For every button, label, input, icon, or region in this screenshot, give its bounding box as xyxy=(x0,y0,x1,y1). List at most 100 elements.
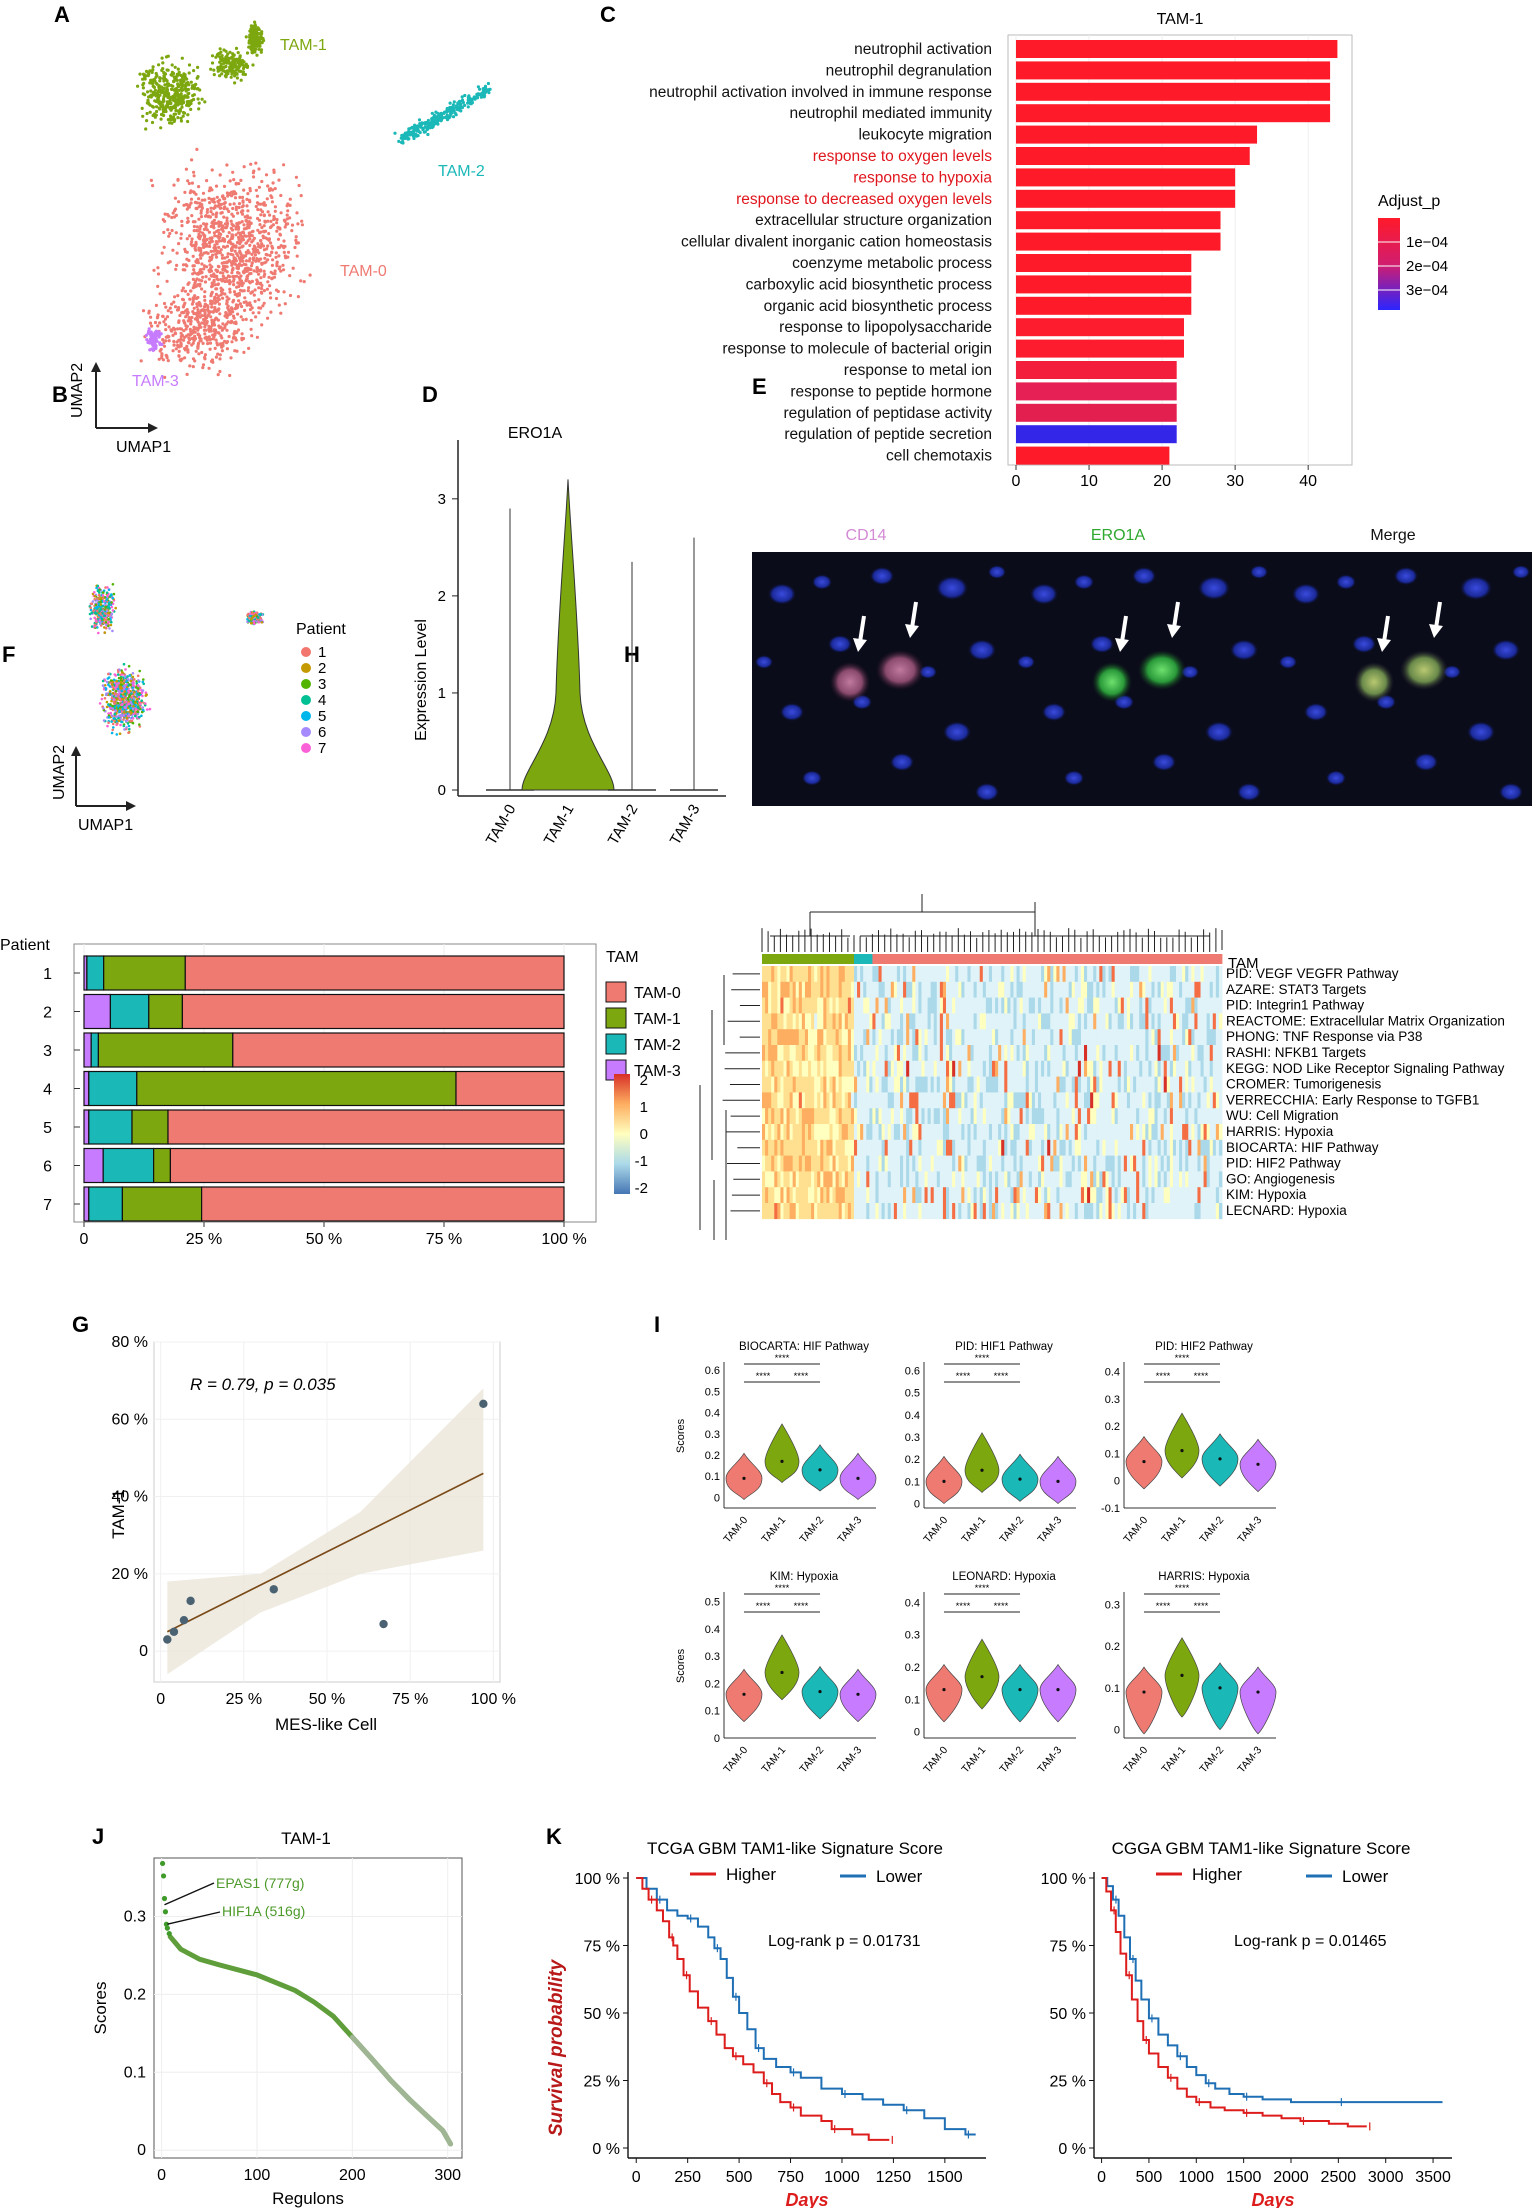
legend-dot-patient-6 xyxy=(301,727,311,737)
km-y-tick-label: 0 % xyxy=(1058,2141,1086,2158)
stacked-bar-tam-3 xyxy=(83,1186,90,1222)
panel-h-column-dendrogram xyxy=(761,894,1223,952)
stacked-bar-tam-2 xyxy=(88,1070,138,1107)
significance-label: **** xyxy=(756,1601,771,1612)
violin-plot-title: PID: HIF2 Pathway xyxy=(1155,1341,1253,1353)
panel-b-axis-y: UMAP2 xyxy=(51,745,68,800)
violin-plot-x-tick-label: TAM-2 xyxy=(997,1514,1026,1545)
if-nucleus xyxy=(1326,770,1346,786)
legend-dot-patient-7 xyxy=(301,743,311,753)
violin-median-dot xyxy=(980,1468,984,1472)
violin-plot-x-tick-label: TAM-3 xyxy=(1235,1744,1264,1775)
significance-label: **** xyxy=(794,1601,809,1612)
km-y-tick-label: 75 % xyxy=(1050,1939,1086,1956)
panel-j-y-tick-label: 0 xyxy=(137,2142,146,2159)
panel-c-category-label: coenzyme metabolic process xyxy=(792,255,992,272)
km-curve-lower xyxy=(1101,1877,1443,2104)
panel-d-violin: ERO1A 0 1 2 3 TAM-0 TAM-1 TAM-2 TAM-3 Expressi… xyxy=(413,425,726,848)
panel-c-x-tick-label: 30 xyxy=(1226,473,1244,490)
panel-h-colorbar xyxy=(614,1074,630,1194)
panel-c-bar xyxy=(1016,254,1192,272)
km-y-tick-label: 100 % xyxy=(575,1871,620,1888)
violin-plot-y-tick-label: 0.6 xyxy=(905,1365,920,1377)
violin-plot-x-tick-label: TAM-0 xyxy=(921,1744,950,1775)
violin-plot-y-tick-label: 0 xyxy=(1114,1476,1120,1488)
violin-plot-y-tick-label: 0.4 xyxy=(905,1597,920,1609)
if-nucleus xyxy=(1336,574,1356,590)
if-nucleus xyxy=(1292,583,1320,605)
significance-label: **** xyxy=(794,1371,809,1382)
violin-plot-5: LEONARD: Hypoxia 0 0.1 0.2 0.3 0.4 TAM-0 TAM-1 T… xyxy=(905,1571,1077,1775)
km-curve-higher xyxy=(636,1877,890,2141)
panel-j-x-tick-label: 100 xyxy=(244,2167,271,2184)
panel-g-y-tick-label: 40 % xyxy=(112,1489,148,1506)
if-arrow xyxy=(858,615,866,643)
panel-g-xlabel: MES-like Cell xyxy=(275,1715,377,1734)
panel-h-colorbar-tick-label: -1 xyxy=(635,1153,648,1170)
violin-plot-y-tick-label: 0.3 xyxy=(705,1429,720,1441)
panel-c-legend-tick-label: 2e−04 xyxy=(1406,258,1448,275)
stacked-bar-tam-2 xyxy=(102,1147,155,1184)
panel-f-bars xyxy=(83,955,565,1222)
km-y-tick-label: 50 % xyxy=(584,2006,620,2023)
legend-dot-patient-5 xyxy=(301,711,311,721)
panel-label-g: G xyxy=(72,1312,89,1337)
panel-g-plot-content: 0 20 % 40 % 60 % 80 % 0 25 % 50 % 75 % 100 % xyxy=(112,1334,517,1708)
panel-c-bar xyxy=(1016,232,1221,251)
stacked-bar-tam-0 xyxy=(184,955,565,991)
panel-g-point xyxy=(179,1615,189,1625)
legend-dot-patient-3 xyxy=(301,679,311,689)
stacked-bar-tam-2 xyxy=(86,955,105,991)
km-y-tick-label: 100 % xyxy=(1041,1871,1086,1888)
panel-h-tam-annotation xyxy=(762,954,1223,964)
if-nucleus xyxy=(1132,567,1156,585)
panel-j-annotation-epas1: EPAS1 (777g) xyxy=(216,1875,304,1891)
legend-label-tam-2: TAM-2 xyxy=(634,1037,681,1054)
violin-plot-y-tick-label: 0 xyxy=(714,1733,720,1745)
km-xlabel: Days xyxy=(1251,2190,1294,2208)
violin-plot-ylabel: Scores xyxy=(675,1418,687,1453)
stacked-bar-tam-2 xyxy=(88,1186,124,1222)
if-nucleus xyxy=(1198,576,1230,600)
panel-d-y-ticks: 0 1 2 3 xyxy=(438,491,458,799)
panel-c-bar xyxy=(1016,211,1221,230)
violin-plot-x-tick-label: TAM-0 xyxy=(921,1514,950,1545)
panel-label-j: J xyxy=(92,1824,104,1849)
if-nucleus xyxy=(1512,565,1530,579)
panel-d-y-tick-label: 1 xyxy=(438,685,446,702)
panel-c-legend-tick-label: 3e−04 xyxy=(1406,282,1448,299)
violin-plot-x-tick-label: TAM-2 xyxy=(997,1744,1026,1775)
if-nucleus xyxy=(1074,574,1094,590)
panel-j-point xyxy=(159,1860,166,1867)
if-nucleus xyxy=(802,770,822,786)
if-nucleus xyxy=(1352,635,1376,653)
panel-c-bar xyxy=(1016,403,1177,422)
panel-b-legend-title: Patient xyxy=(296,621,346,638)
violin-plot-x-tick-label: TAM-3 xyxy=(1035,1514,1064,1545)
panel-label-c: C xyxy=(600,2,616,27)
violin-tam-0 xyxy=(1125,1666,1163,1735)
if-nucleus xyxy=(936,576,968,600)
panel-e-immunofluorescence: CD14 ERO1A Merge xyxy=(752,527,1532,806)
violin-plot-y-tick-label: 0.5 xyxy=(705,1386,720,1398)
panel-c-category-label: neutrophil activation xyxy=(854,41,992,58)
if-nucleus xyxy=(1152,753,1176,771)
violin-plot-x-tick-label: TAM-1 xyxy=(959,1744,988,1775)
panel-h-row-label: REACTOME: Extracellular Matrix Organizat… xyxy=(1226,1013,1505,1028)
violin-plot-x-tick-label: TAM-2 xyxy=(797,1744,826,1775)
panel-f-y-tick-label: 3 xyxy=(43,1043,52,1060)
if-nucleus xyxy=(1467,721,1495,743)
legend-dot-patient-4 xyxy=(301,695,311,705)
violin-plot-y-tick-label: 0.4 xyxy=(905,1410,920,1422)
panel-a-axes-arrows xyxy=(91,362,158,433)
panel-h-row-label: LECNARD: Hypoxia xyxy=(1226,1203,1347,1218)
if-nucleus xyxy=(1237,783,1261,801)
if-nucleus xyxy=(1492,639,1520,661)
violin-plot-x-tick-label: TAM-0 xyxy=(721,1514,750,1545)
panel-f-x-tick-label: 25 % xyxy=(186,1231,222,1248)
violin-plot-4: KIM: Hypoxia 0 0.1 0.2 0.3 0.4 0.5 Scores TAM-0 T… xyxy=(675,1571,877,1775)
km-x-tick-label: 1000 xyxy=(1178,2169,1214,2186)
violin-median-dot xyxy=(818,1468,822,1472)
panel-g-point xyxy=(269,1585,278,1594)
